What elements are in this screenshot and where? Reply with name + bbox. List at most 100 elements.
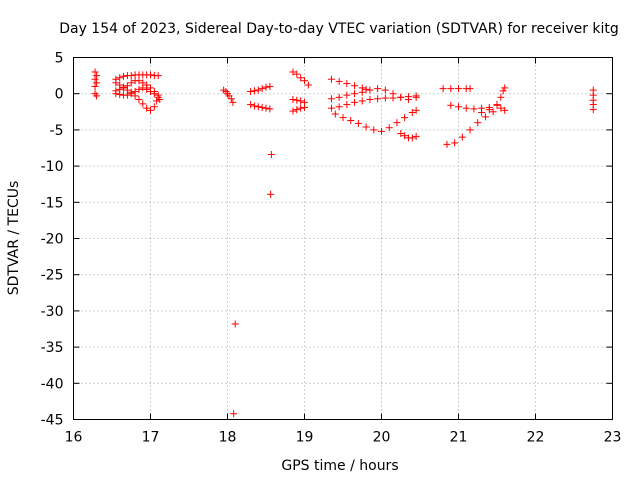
data-point — [501, 84, 509, 92]
data-point — [455, 85, 462, 93]
data-point — [304, 81, 312, 89]
x-tick-label: 16 — [65, 430, 83, 446]
data-point — [139, 84, 147, 92]
data-point — [127, 72, 135, 80]
data-point — [123, 82, 131, 90]
data-point — [93, 92, 101, 100]
chart-title: Day 154 of 2023, Sidereal Day-to-day VTE… — [59, 21, 619, 37]
data-point — [474, 119, 482, 127]
data-point — [250, 102, 258, 110]
data-point — [439, 85, 447, 93]
data-point — [135, 85, 143, 93]
data-point — [112, 79, 120, 87]
y-tick-label: -15 — [41, 195, 64, 211]
data-point — [154, 72, 162, 80]
data-point — [247, 88, 255, 96]
data-point — [397, 130, 405, 138]
data-point — [343, 80, 351, 88]
x-tick-label: 18 — [219, 430, 237, 446]
data-point — [331, 110, 339, 118]
data-point — [150, 90, 158, 98]
data-point — [227, 95, 235, 103]
y-tick-label: -45 — [41, 413, 64, 429]
data-point — [466, 85, 474, 93]
data-point — [381, 86, 389, 94]
data-point — [358, 88, 366, 96]
data-point — [301, 77, 308, 85]
data-point — [297, 74, 305, 82]
data-point — [412, 106, 420, 114]
data-point — [127, 79, 135, 87]
data-point — [408, 109, 416, 117]
data-point — [358, 97, 366, 105]
y-axis-tick-labels: 5 0 -5 -10 -15 -20 -25 -30 -35 -40 -45 — [41, 51, 64, 429]
data-point — [455, 103, 462, 111]
data-point — [497, 93, 505, 101]
x-tick-label: 22 — [527, 430, 545, 446]
data-point — [466, 126, 474, 134]
data-point — [362, 123, 370, 131]
y-tick-label: -30 — [41, 304, 64, 320]
data-point — [343, 91, 351, 99]
y-tick-label: -10 — [41, 159, 64, 175]
x-tick-label: 21 — [450, 430, 468, 446]
x-axis-label: GPS time / hours — [281, 458, 398, 474]
data-point — [389, 94, 397, 102]
data-point — [289, 68, 297, 76]
y-tick-label: -25 — [41, 268, 64, 284]
data-point — [93, 79, 101, 87]
data-point — [412, 92, 420, 100]
data-point — [143, 104, 151, 112]
data-point — [354, 119, 362, 127]
data-point — [293, 96, 301, 104]
data-point — [335, 93, 343, 101]
data-point — [254, 86, 262, 94]
data-point — [147, 106, 154, 114]
data-point — [443, 140, 451, 148]
axis-ticks — [73, 57, 613, 420]
data-point — [589, 106, 597, 114]
y-axis-label: SDTVAR / TECUs — [6, 181, 22, 296]
data-point — [385, 124, 393, 132]
x-tick-label: 17 — [142, 430, 160, 446]
data-point — [262, 83, 270, 91]
data-point — [343, 101, 351, 109]
data-point — [339, 114, 347, 122]
data-point — [381, 94, 389, 102]
data-points — [91, 68, 597, 418]
data-point — [366, 86, 374, 94]
data-point — [401, 132, 409, 140]
data-point — [258, 103, 266, 111]
data-point — [327, 104, 335, 112]
data-point — [139, 100, 147, 108]
data-point — [230, 410, 238, 418]
data-point — [297, 104, 305, 112]
data-point — [335, 103, 343, 111]
data-point — [470, 105, 478, 113]
data-point — [327, 75, 335, 83]
data-point — [127, 90, 135, 98]
data-point — [91, 82, 99, 90]
y-tick-label: -20 — [41, 232, 64, 248]
data-point — [347, 116, 355, 124]
data-point — [112, 90, 120, 98]
data-point — [231, 320, 239, 328]
data-point — [91, 75, 99, 83]
data-point — [335, 77, 343, 85]
data-point — [485, 106, 493, 114]
data-point — [147, 71, 154, 79]
data-point — [362, 85, 370, 93]
data-point — [370, 126, 378, 134]
data-point — [493, 101, 501, 109]
data-point — [116, 74, 124, 82]
x-axis-tick-labels: 16 17 18 19 20 21 22 23 — [65, 430, 622, 446]
y-tick-label: -35 — [41, 340, 64, 356]
data-point — [229, 98, 237, 106]
data-point — [458, 133, 466, 141]
data-point — [297, 97, 305, 105]
data-point — [408, 134, 416, 142]
data-point — [499, 87, 507, 95]
data-point — [404, 93, 412, 101]
data-point — [489, 108, 497, 116]
